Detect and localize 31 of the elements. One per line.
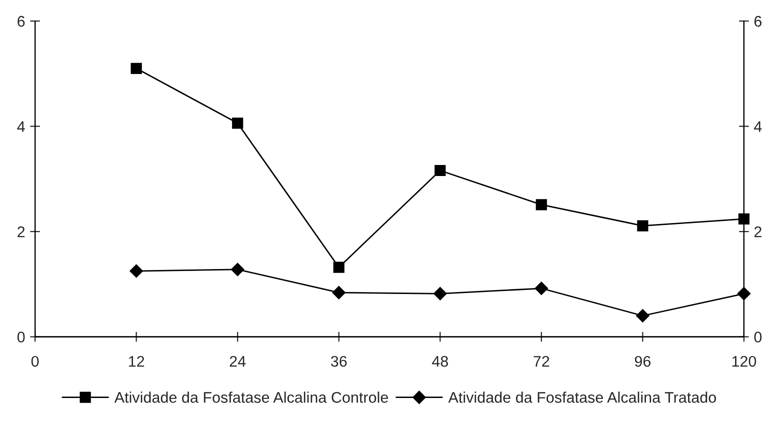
x-tick-label: 48 xyxy=(432,356,448,367)
x-tick-label: 12 xyxy=(128,356,144,367)
point xyxy=(534,282,548,295)
point xyxy=(636,309,650,322)
point xyxy=(232,118,244,129)
y2-tick-label: 4 xyxy=(754,121,762,132)
y-tick-label: 2 xyxy=(18,226,25,238)
point xyxy=(231,262,244,276)
point xyxy=(130,62,142,74)
point xyxy=(130,264,143,278)
x-tick-label: 120 xyxy=(732,356,756,367)
point xyxy=(637,220,648,232)
x-tick-label: 0 xyxy=(31,356,39,367)
point xyxy=(536,199,547,210)
x-tick-label: 36 xyxy=(330,356,347,367)
y-tick-label: 4 xyxy=(17,121,25,132)
x-tick-label: 24 xyxy=(230,356,246,367)
y-tick-label: 0 xyxy=(17,332,25,342)
point xyxy=(332,286,346,300)
y2-tick-label: 0 xyxy=(754,332,762,342)
point xyxy=(434,287,447,300)
y2-tick-label: 6 xyxy=(754,16,762,27)
x-tick-label: 96 xyxy=(634,356,650,367)
legend-label: Atividade da Fosfatase Alcalina Tratado xyxy=(448,392,716,403)
point xyxy=(434,164,446,176)
point xyxy=(738,213,750,224)
x-tick-label: 72 xyxy=(534,356,550,367)
y-tick-label: 6 xyxy=(18,16,25,27)
y2-tick-label: 2 xyxy=(754,226,762,238)
legend-label: Atividade da Fosfatase Alcalina Controle xyxy=(114,392,388,403)
point xyxy=(333,262,344,273)
